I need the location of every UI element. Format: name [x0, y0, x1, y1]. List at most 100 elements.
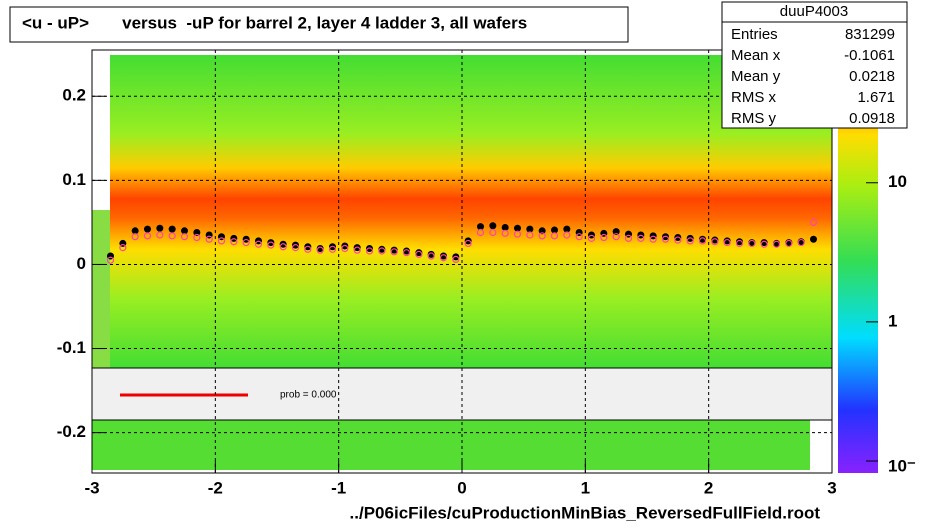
profile-point [390, 246, 398, 254]
profile-point [403, 247, 410, 255]
profile-point [304, 245, 312, 253]
profile-point [402, 249, 411, 257]
profile-point [131, 227, 139, 235]
stats-rows: Entries 831299 Mean x -0.1061 Mean y 0.0218 RM… [731, 26, 895, 127]
profile-point [168, 225, 176, 233]
profile-point [785, 239, 793, 248]
stats-title: duuP4003 [780, 3, 848, 20]
annotation: prob = 0.000 [280, 390, 337, 401]
profile-point [723, 237, 731, 245]
profile-point [365, 247, 374, 255]
profile-point [144, 225, 151, 233]
profile-point [538, 232, 546, 240]
profile-point [748, 239, 756, 248]
profile-point [242, 238, 250, 247]
profile-point [698, 237, 707, 245]
profile-point [353, 246, 361, 254]
profile-point [735, 239, 744, 248]
profile-point [489, 228, 497, 237]
profile-point [193, 233, 201, 242]
profile-point [477, 223, 484, 231]
profile-point [760, 240, 768, 248]
profile-point [427, 252, 435, 260]
stats-value: 0.0918 [849, 110, 895, 127]
profile-point [711, 238, 719, 246]
profile-point [439, 254, 448, 262]
profile-point [809, 218, 818, 226]
stats-value: 1.671 [857, 89, 895, 106]
profile-point [316, 244, 324, 252]
x-tick-label: 2 [704, 478, 713, 497]
profile-point [291, 244, 300, 252]
profile-point [328, 245, 337, 253]
labels: -3 -2 -1 0 1 2 3 -0.2 -0.1 0 0.1 0.2 10⁻ 1 10 [57, 86, 916, 498]
profile-point [156, 224, 164, 232]
profile-point [193, 228, 201, 236]
y-tick-label: 0 [77, 254, 86, 273]
profile-point [587, 234, 596, 242]
x-tick-label: 0 [457, 478, 466, 497]
profile-point [205, 235, 213, 243]
heatmap-lower [92, 420, 810, 470]
x-axis-label: ../P06icFiles/cuProductionMinBias_Revers… [350, 503, 821, 522]
profile-point [624, 234, 633, 242]
stats-value: 0.0218 [849, 68, 895, 85]
y-tick-label: -0.1 [57, 338, 86, 357]
profile-point [699, 235, 706, 243]
profile-point [341, 244, 349, 253]
stats-box [721, 1, 908, 129]
z-tick-label: 1 [888, 311, 897, 330]
title-box [9, 6, 629, 43]
stats-label: RMS y [731, 110, 777, 127]
profile-point [415, 249, 423, 257]
profile-point [538, 227, 546, 235]
x-tick-label: 3 [827, 478, 836, 497]
profile-point [119, 244, 127, 252]
profile-point [760, 239, 768, 247]
profile-point [600, 233, 608, 242]
profile-point [427, 250, 435, 258]
profile-point [501, 223, 509, 231]
profile-point [156, 231, 164, 239]
x-tick-label: -2 [208, 478, 223, 497]
profile-point [649, 235, 657, 243]
profile-point [637, 234, 645, 242]
profile-point [810, 235, 817, 243]
profile-point [181, 227, 188, 235]
profile-point [575, 233, 583, 241]
profile-point [723, 238, 731, 247]
profile-point [464, 239, 472, 248]
profile-point [316, 246, 324, 254]
profile-point [551, 226, 558, 234]
x-tick-label: -1 [331, 478, 346, 497]
profile-point [661, 235, 670, 243]
profile-point [279, 243, 287, 251]
heatmap-edge [92, 210, 110, 368]
y-tick-label: 0.2 [62, 86, 86, 105]
profile-point [180, 233, 189, 241]
stats-label: RMS x [731, 89, 777, 106]
profile-point [267, 241, 275, 249]
stats-value: -0.1061 [844, 47, 895, 64]
y-tick-label: -0.2 [57, 422, 86, 441]
profile-point [106, 256, 115, 264]
points [106, 218, 818, 264]
profile-point [514, 224, 521, 232]
x-tick-label: 1 [581, 478, 590, 497]
profile-point [390, 248, 398, 256]
profile-point [131, 233, 139, 241]
profile-point [378, 247, 386, 255]
x-tick-label: -3 [84, 478, 99, 497]
profile-point [452, 255, 460, 263]
profile-point [143, 232, 152, 240]
profile-point [563, 231, 571, 239]
profile-point [563, 225, 571, 233]
profile-point [230, 238, 238, 246]
profile-point [217, 237, 226, 245]
z-tick-label: 10 [888, 172, 907, 191]
profile-point [254, 240, 263, 248]
stats-label: Mean y [731, 68, 781, 85]
stats-label: Mean x [731, 47, 781, 64]
chart-title: <u - uP> versus -uP for barrel 2, layer … [22, 13, 527, 32]
